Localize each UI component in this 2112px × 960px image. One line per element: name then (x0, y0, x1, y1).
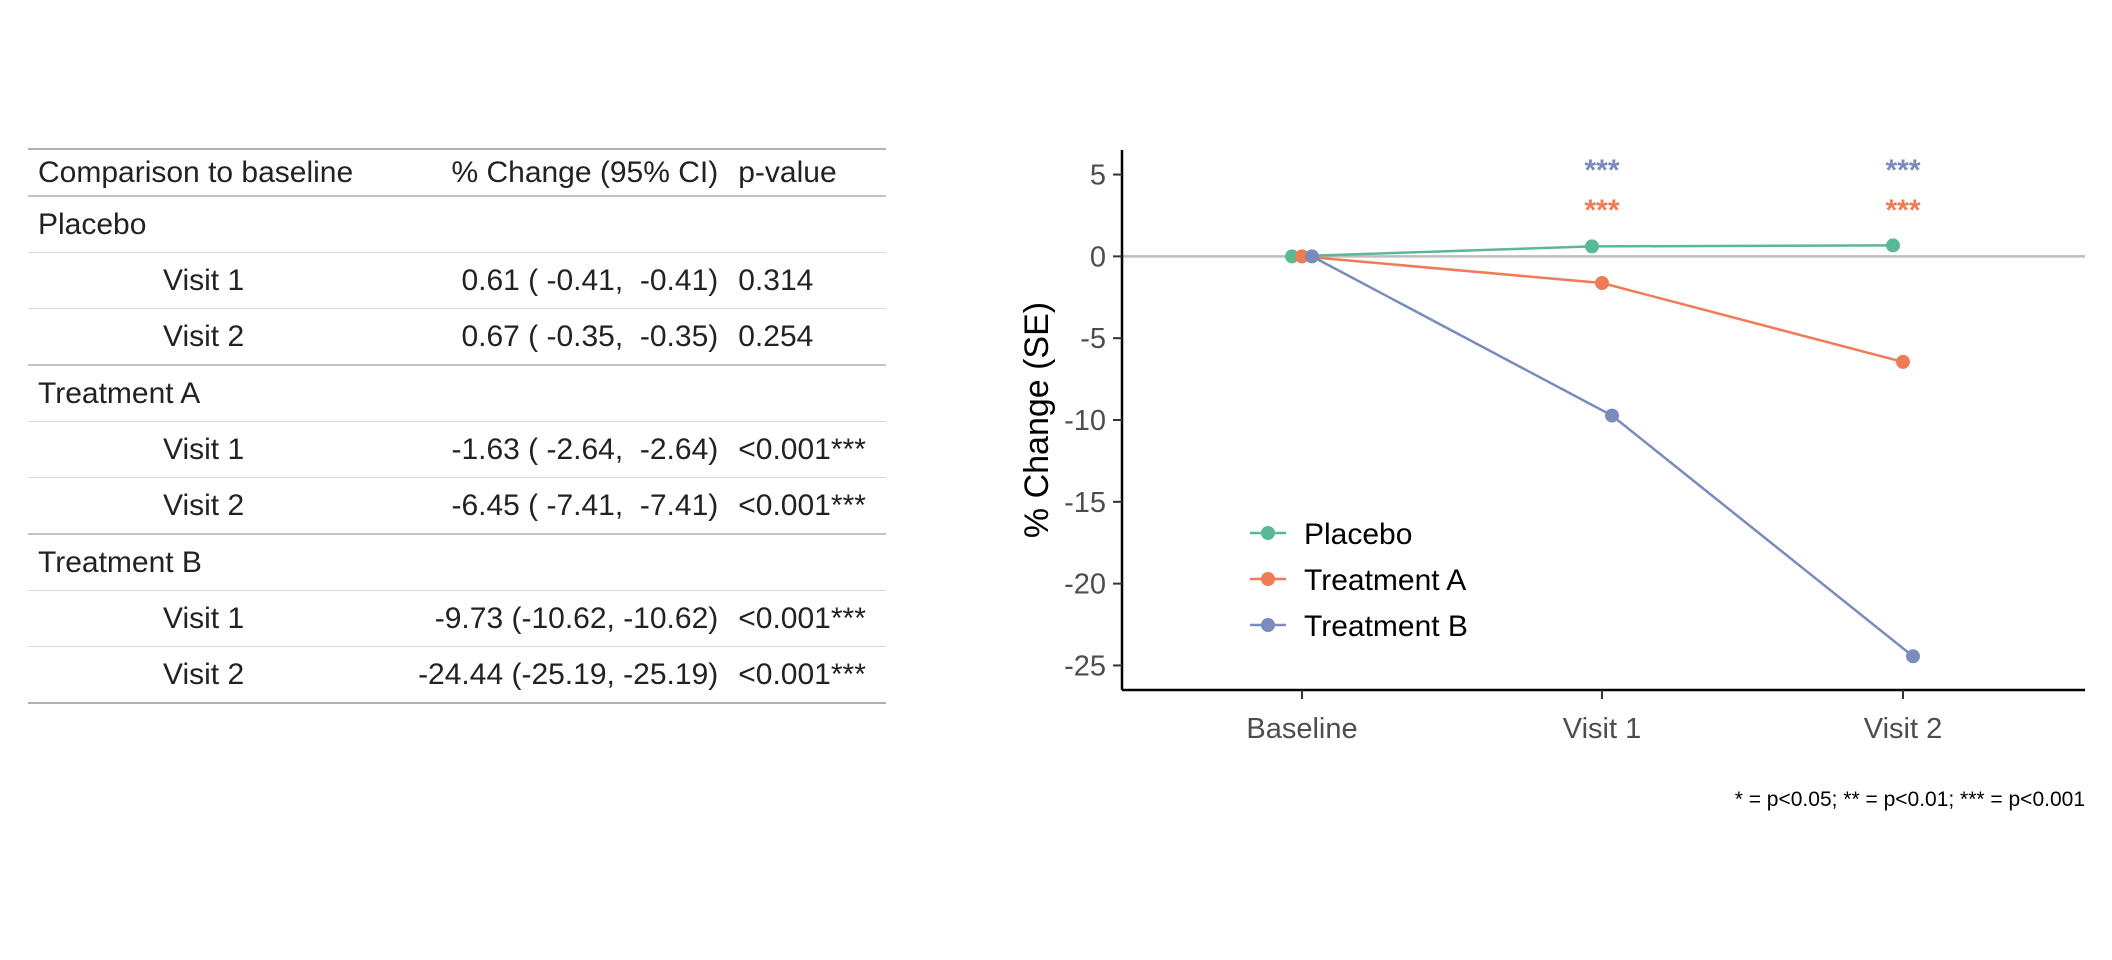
visit-label: Visit 1 (28, 590, 387, 647)
p-value: <0.001*** (728, 477, 886, 534)
group-label: Placebo (38, 207, 147, 241)
visit-label: Visit 2 (28, 477, 387, 534)
y-tick-label: -5 (1080, 323, 1106, 355)
visit-label: Visit 2 (28, 646, 387, 704)
table-header-row: Comparison to baseline % Change (95% CI)… (28, 148, 886, 197)
table-row: Visit 1 0.61 ( -0.41, -0.41) 0.314 (28, 252, 886, 309)
data-point (1595, 276, 1609, 291)
data-point (1585, 239, 1599, 254)
table-row: Visit 2 -24.44 (-25.19, -25.19) <0.001*** (28, 646, 886, 704)
data-point (1896, 354, 1910, 369)
p-value: 0.314 (728, 252, 886, 309)
series-line (1301, 255, 1904, 364)
significance-annotation: *** (1885, 154, 1920, 187)
y-axis-title: % Change (SE) (1018, 302, 1056, 538)
y-tick-label: -20 (1064, 569, 1106, 601)
y-tick-label: -25 (1064, 650, 1106, 682)
group-row: Treatment A (28, 364, 886, 422)
results-table: Comparison to baseline % Change (95% CI)… (28, 148, 886, 704)
change-value: -24.44 (-25.19, -25.19) (386, 646, 729, 704)
group-row: Treatment B (28, 533, 886, 591)
header-comparison: Comparison to baseline (28, 148, 387, 197)
table-body: Placebo Visit 1 0.61 ( -0.41, -0.41) 0.314 V… (28, 196, 886, 704)
visit-label: Visit 2 (28, 308, 387, 365)
visit-label: Visit 1 (28, 421, 387, 478)
change-value: -6.45 ( -7.41, -7.41) (386, 477, 729, 534)
p-value: 0.254 (728, 308, 886, 365)
change-value: 0.61 ( -0.41, -0.41) (386, 252, 729, 309)
change-value: 0.67 ( -0.35, -0.35) (386, 308, 729, 365)
group-label: Treatment A (28, 364, 886, 422)
header-change: % Change (95% CI) (386, 148, 729, 197)
data-point (1295, 249, 1309, 264)
header-p-value: p-value (728, 148, 886, 197)
y-tick-label: -10 (1064, 405, 1106, 437)
table-row: Visit 1 -1.63 ( -2.64, -2.64) <0.001*** (28, 421, 886, 478)
y-tick-label: 0 (1090, 241, 1106, 273)
significance-annotation: *** (1885, 194, 1920, 227)
significance-annotation: *** (1584, 154, 1619, 187)
legend-label: Treatment A (1304, 564, 1466, 597)
p-value: <0.001*** (728, 646, 886, 704)
table-row: Visit 1 -9.73 (-10.62, -10.62) <0.001*** (28, 590, 886, 647)
x-tick-label: Visit 2 (1864, 713, 1942, 745)
significance-annotation: *** (1584, 194, 1619, 227)
p-value: <0.001*** (728, 590, 886, 647)
table-row: Visit 2 0.67 ( -0.35, -0.35) 0.254 (28, 308, 886, 365)
legend-label: Treatment B (1304, 610, 1468, 643)
table-row: Visit 2 -6.45 ( -7.41, -7.41) <0.001*** (28, 477, 886, 534)
change-value: -1.63 ( -2.64, -2.64) (386, 421, 729, 478)
p-value: <0.001*** (728, 421, 886, 478)
footnote: * = p<0.05; ** = p<0.01; *** = p<0.001 (1735, 788, 2085, 811)
legend-key-point (1261, 618, 1275, 632)
data-point (1906, 649, 1920, 664)
change-value: -9.73 (-10.62, -10.62) (386, 590, 729, 647)
x-tick-label: Baseline (1246, 713, 1357, 745)
legend-key-point (1261, 526, 1275, 540)
data-point (1305, 249, 1319, 264)
group-row: Placebo (28, 196, 886, 253)
legend-key-point (1261, 572, 1275, 586)
x-tick-label: Visit 1 (1563, 713, 1641, 745)
data-point (1886, 238, 1900, 253)
data-point (1285, 249, 1299, 264)
y-tick-label: -15 (1064, 487, 1106, 519)
data-point (1605, 408, 1619, 423)
visit-label: Visit 1 (28, 252, 387, 309)
group-label: Treatment B (28, 533, 886, 591)
y-tick-label: 5 (1090, 160, 1106, 192)
legend-label: Placebo (1304, 518, 1412, 551)
